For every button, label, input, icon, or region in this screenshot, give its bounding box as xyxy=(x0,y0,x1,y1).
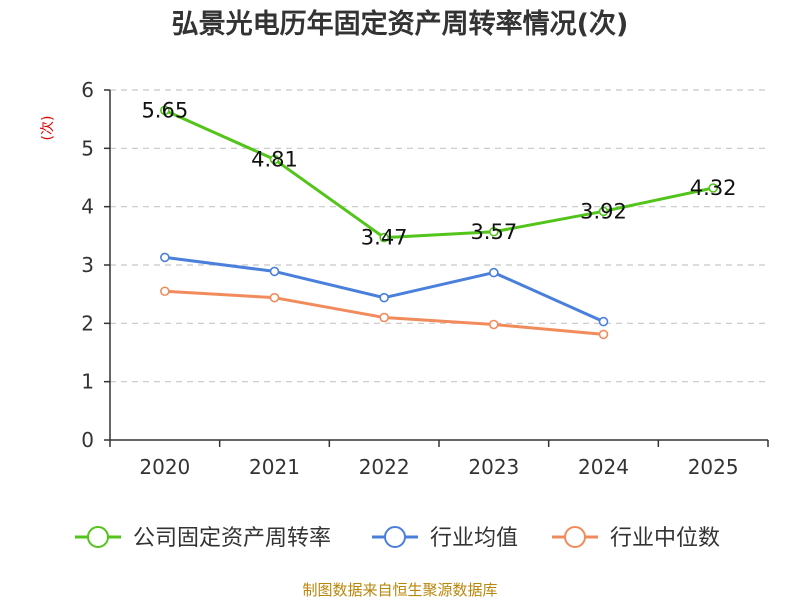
y-tick-label: 6 xyxy=(81,78,94,102)
legend-marker xyxy=(384,526,406,548)
legend-marker xyxy=(87,526,109,548)
data-point xyxy=(598,316,609,327)
source-note: 制图数据来自恒生聚源数据库 xyxy=(302,581,497,599)
y-tick-label: 1 xyxy=(81,370,94,394)
data-point xyxy=(160,105,170,116)
data-point xyxy=(489,226,499,237)
series-group: 5.65 4.81 3.47 3.57 3.92 4.32 xyxy=(141,98,737,340)
legend: 公司固定资产周转率 行业均值 行业中位数 xyxy=(75,526,720,551)
legend-marker xyxy=(564,526,586,548)
legend-label: 公司固定资产周转率 xyxy=(133,526,331,551)
data-point xyxy=(598,329,609,340)
data-label: 3.47 xyxy=(361,226,408,250)
y-tick-label: 5 xyxy=(81,136,94,160)
x-tick-label: 2025 xyxy=(688,455,739,479)
data-point xyxy=(489,267,499,278)
data-point xyxy=(379,292,389,303)
y-tick-label: 4 xyxy=(81,195,94,219)
x-tick-label: 2020 xyxy=(139,455,190,479)
data-point xyxy=(379,232,389,243)
y-tick-label: 0 xyxy=(81,428,94,452)
chart-title: 弘景光电历年固定资产周转率情况(次) xyxy=(172,8,629,40)
data-label: 4.81 xyxy=(251,147,298,171)
data-point xyxy=(269,266,280,277)
data-label: 4.32 xyxy=(690,176,737,200)
data-point xyxy=(598,206,609,217)
legend-label: 行业中位数 xyxy=(610,526,720,551)
series-line xyxy=(164,255,605,323)
axes: 0 1 2 3 4 5 6 2020 2021 2022 2023 2024 2025 xyxy=(81,78,769,479)
data-point xyxy=(160,286,170,297)
x-tick-label: 2023 xyxy=(468,455,519,479)
series-line xyxy=(164,109,714,240)
data-point xyxy=(269,154,280,165)
data-label: 3.92 xyxy=(580,199,627,223)
y-axis-label: (次) xyxy=(40,116,56,141)
x-tick-label: 2022 xyxy=(359,455,410,479)
y-tick-label: 3 xyxy=(81,253,94,277)
y-tick-label: 2 xyxy=(81,311,94,335)
data-point xyxy=(379,312,389,323)
legend-label: 行业均值 xyxy=(430,526,518,551)
data-point xyxy=(160,252,170,263)
data-point xyxy=(708,183,718,193)
x-tick-label: 2024 xyxy=(578,455,629,479)
x-tick-label: 2021 xyxy=(249,455,300,479)
data-label: 3.57 xyxy=(470,220,517,244)
data-point xyxy=(489,319,499,330)
data-label: 5.65 xyxy=(141,98,188,122)
data-point xyxy=(269,292,280,303)
